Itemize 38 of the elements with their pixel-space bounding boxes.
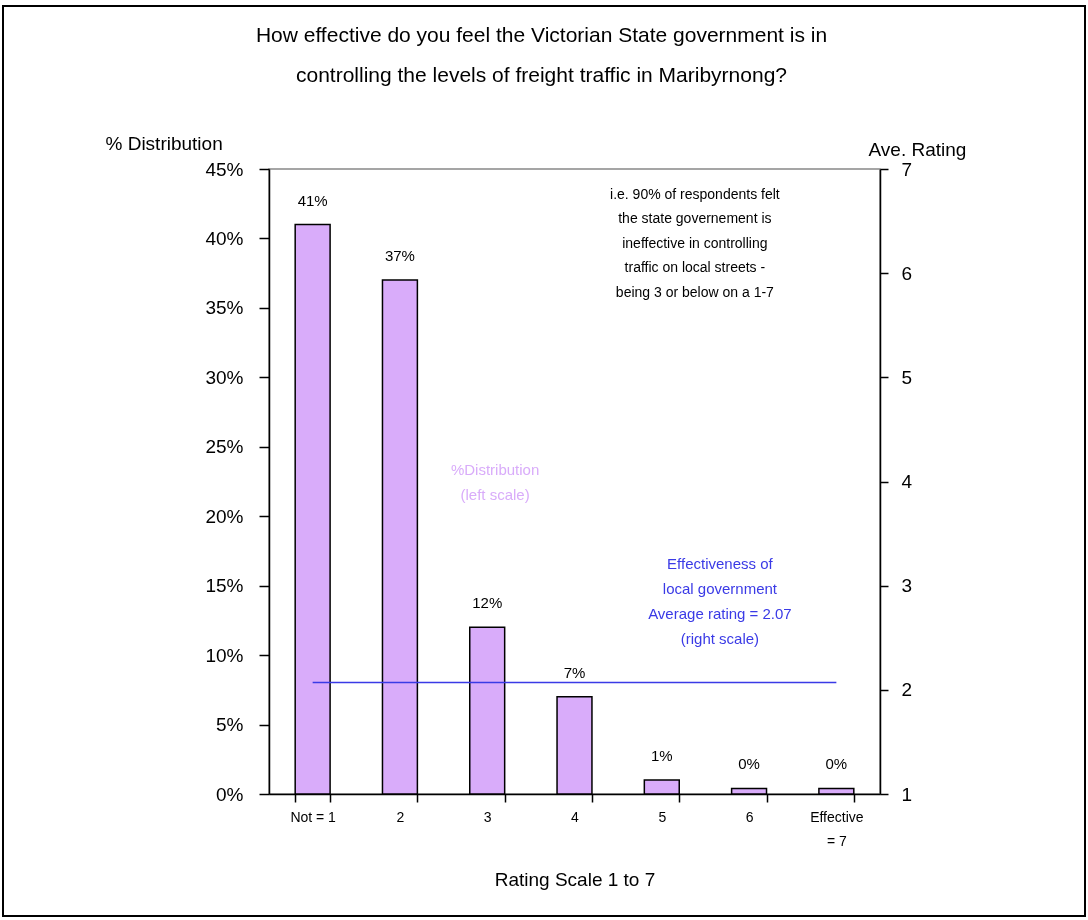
y2-tick-label: 5 [901, 366, 913, 388]
x-tick-label: Effective = 7 [810, 808, 864, 849]
y-tick-label: 35% [205, 297, 244, 319]
y2-tick-label: 3 [901, 575, 913, 597]
x-tick-label: 4 [571, 808, 580, 825]
y-tick-label: 20% [205, 505, 244, 527]
y-tick-label: 0% [216, 783, 244, 805]
x-tick-label: Not = 1 [290, 808, 337, 825]
data-label: 41% [297, 191, 328, 209]
y-tick-label: 45% [205, 158, 244, 180]
y-tick-label: 15% [205, 575, 244, 597]
data-label: 1% [650, 747, 673, 765]
x-tick-label: 2 [396, 808, 405, 825]
chart-title: How effective do you feel the Victorian State government is in controlling the levels of freight traffic in Maribyrnong? [255, 23, 828, 86]
x-tick-label: 5 [658, 808, 667, 825]
data-label: 0% [738, 755, 760, 773]
y-tick-label: 40% [205, 227, 244, 249]
y2-tick-label: 4 [901, 471, 913, 492]
y-tick-label: 25% [205, 436, 244, 458]
x-tick-label: 6 [745, 808, 754, 825]
text: Effectiveness of local government Average rating = 2.07 (right scale) [648, 554, 792, 647]
x-tick-label: 3 [483, 808, 492, 825]
y-axis-title: % Distribution [105, 132, 223, 154]
annotation: i.e. 90% of respondents felt the state governement is ineffective in controlling traffic on local streets - being 3 or below on a 1-7 [610, 185, 780, 300]
data-label: 12% [472, 594, 503, 612]
y2-axis-title: Ave. Rating [868, 138, 967, 160]
y2-tick-label: 1 [901, 783, 913, 805]
y-tick-label: 10% [205, 644, 244, 666]
y2-tick-label: 7 [901, 158, 913, 180]
data-label: 37% [384, 247, 415, 265]
y-tick-label: 5% [216, 714, 244, 736]
data-label: 7% [563, 663, 586, 681]
y2-tick-label: 6 [901, 262, 913, 284]
y2-tick-label: 2 [901, 679, 913, 701]
data-label: 0% [825, 755, 848, 773]
y-tick-label: 30% [205, 366, 244, 388]
x-axis-title: Rating Scale 1 to 7 [494, 868, 656, 890]
text: %Distribution (left scale) [450, 460, 540, 503]
